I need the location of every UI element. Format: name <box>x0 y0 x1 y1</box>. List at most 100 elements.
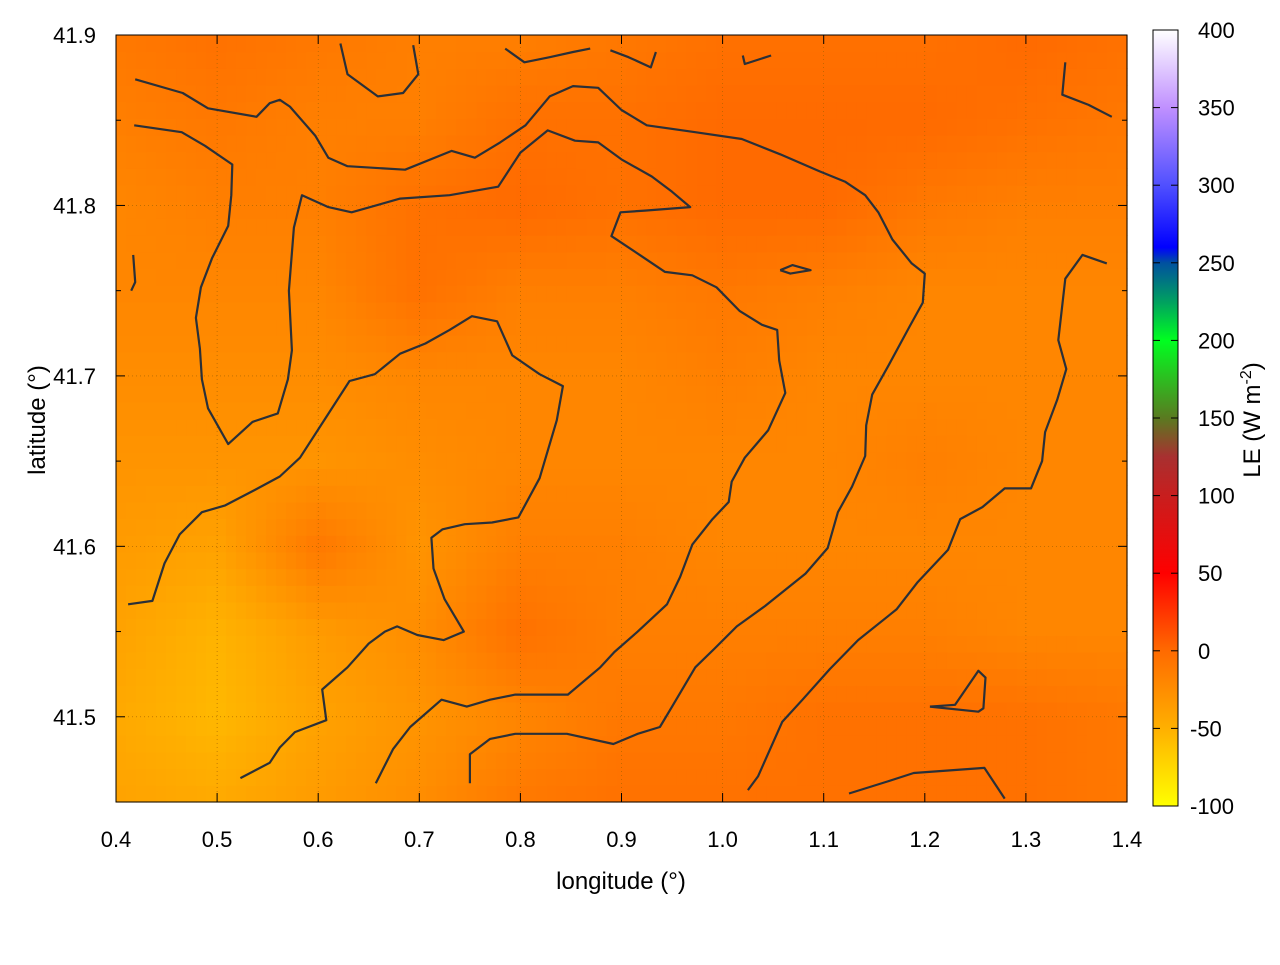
heatmap-cell <box>976 768 988 786</box>
heatmap-cell <box>236 568 247 586</box>
heatmap-cell <box>1036 368 1048 386</box>
heatmap-cell <box>696 35 708 53</box>
heatmap-cell <box>476 685 488 703</box>
heatmap-cell <box>1117 718 1128 736</box>
heatmap-cell <box>826 335 838 353</box>
heatmap-cell <box>766 785 778 803</box>
heatmap-cell <box>1046 51 1058 69</box>
heatmap-cell <box>706 568 718 586</box>
heatmap-cell <box>636 68 648 86</box>
heatmap-cell <box>766 468 778 486</box>
heatmap-cell <box>1046 685 1058 703</box>
heatmap-cell <box>376 668 387 686</box>
heatmap-cell <box>446 668 457 686</box>
heatmap-cell <box>156 51 167 69</box>
heatmap-cell <box>756 351 768 370</box>
heatmap-cell <box>836 151 848 169</box>
heatmap-cell <box>436 485 447 503</box>
heatmap-cell <box>1066 301 1078 320</box>
contour-line <box>779 264 812 275</box>
heatmap-cell <box>806 68 818 86</box>
heatmap-cell <box>516 35 528 53</box>
heatmap-cell <box>1117 702 1128 720</box>
heatmap-cell <box>186 335 197 353</box>
heatmap-cell <box>876 651 888 670</box>
heatmap-cell <box>116 335 127 353</box>
heatmap-cell <box>836 785 848 803</box>
heatmap-cell <box>396 518 407 536</box>
heatmap-cell <box>236 785 247 803</box>
heatmap-cell <box>586 251 598 270</box>
heatmap-cell <box>176 718 187 736</box>
heatmap-cell <box>166 351 177 370</box>
heatmap-cell <box>826 685 838 703</box>
heatmap-cell <box>396 385 407 403</box>
heatmap-cell <box>226 285 237 303</box>
heatmap-cell <box>606 702 618 720</box>
heatmap-cell <box>296 101 307 119</box>
heatmap-cell <box>646 85 658 103</box>
heatmap-cell <box>696 468 708 486</box>
heatmap-cell <box>796 335 808 353</box>
heatmap-cell <box>356 435 367 453</box>
heatmap-cell <box>1066 401 1078 420</box>
heatmap-cell <box>116 785 127 803</box>
heatmap-cell <box>1006 235 1018 253</box>
heatmap-cell <box>856 368 868 386</box>
heatmap-cell <box>526 451 538 470</box>
heatmap-cell <box>966 35 978 53</box>
heatmap-cell <box>656 768 668 786</box>
heatmap-cell <box>856 718 868 736</box>
heatmap-cell <box>336 368 347 386</box>
heatmap-cell <box>156 468 167 486</box>
heatmap-cell <box>446 118 457 136</box>
heatmap-cell <box>856 201 868 219</box>
heatmap-cell <box>216 51 227 69</box>
heatmap-cell <box>536 668 548 686</box>
heatmap-cell <box>266 368 277 386</box>
heatmap-cell <box>116 551 127 570</box>
heatmap-cell <box>656 651 668 670</box>
heatmap-cell <box>1006 301 1018 320</box>
heatmap-cell <box>216 251 227 270</box>
heatmap-cell <box>966 101 978 119</box>
heatmap-cell <box>576 468 588 486</box>
heatmap-cell <box>446 68 457 86</box>
heatmap-cell <box>656 101 668 119</box>
heatmap-cell <box>236 668 247 686</box>
heatmap-cell <box>206 601 217 620</box>
heatmap-cell <box>826 368 838 386</box>
heatmap-cell <box>536 335 548 353</box>
heatmap-cell <box>396 368 407 386</box>
heatmap-cell <box>346 485 357 503</box>
heatmap-cell <box>156 752 167 770</box>
heatmap-cell <box>916 335 928 353</box>
heatmap-cell <box>186 385 197 403</box>
heatmap-cell <box>566 118 578 136</box>
heatmap-cell <box>916 368 928 386</box>
heatmap-cell <box>646 135 658 153</box>
heatmap-cell <box>976 752 988 770</box>
heatmap-cell <box>126 702 137 720</box>
heatmap-cell <box>776 785 788 803</box>
y-tick-label: 41.8 <box>53 193 96 218</box>
heatmap-cell <box>1016 51 1028 69</box>
heatmap-cell <box>506 118 518 136</box>
heatmap-cell <box>256 185 267 203</box>
heatmap-cell <box>636 651 648 670</box>
heatmap-cell <box>366 485 377 503</box>
heatmap-cell <box>986 168 998 186</box>
heatmap-cell <box>896 368 908 386</box>
heatmap-cell <box>186 785 197 803</box>
heatmap-cell <box>1107 501 1118 520</box>
heatmap-cell <box>246 585 257 603</box>
heatmap-cell <box>1026 201 1038 219</box>
heatmap-cell <box>1087 151 1098 169</box>
heatmap-cell <box>166 601 177 620</box>
heatmap-cell <box>616 568 628 586</box>
heatmap-cell <box>376 285 387 303</box>
heatmap-cell <box>776 301 788 320</box>
heatmap-cell <box>906 468 918 486</box>
heatmap-cell <box>556 501 568 520</box>
heatmap-cell <box>156 735 167 753</box>
